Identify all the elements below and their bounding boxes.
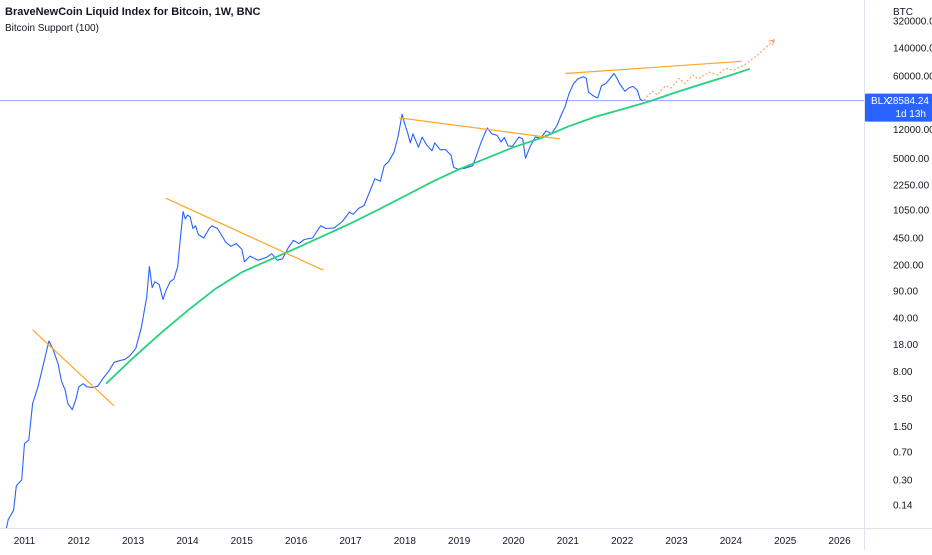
y-tick-label: 450.00 — [893, 233, 924, 244]
trendline-0[interactable] — [32, 329, 115, 407]
study-label[interactable]: Bitcoin Support (100) — [5, 23, 99, 34]
y-tick-label: 18.00 — [893, 340, 918, 351]
x-tick-label: 2014 — [176, 536, 199, 547]
x-tick-label: 2026 — [828, 536, 851, 547]
y-tick-label: 5000.00 — [893, 154, 930, 165]
y-tick-label: 0.70 — [893, 447, 913, 458]
series-line-0 — [5, 72, 644, 529]
x-tick-label: 2023 — [665, 536, 688, 547]
x-tick-label: 2013 — [122, 536, 145, 547]
x-tick-label: 2019 — [448, 536, 471, 547]
x-tick-label: 2016 — [285, 536, 308, 547]
x-tick-label: 2021 — [557, 536, 580, 547]
projection-arrowhead — [768, 39, 776, 46]
y-tick-label: 40.00 — [893, 314, 918, 325]
y-tick-label: 1050.00 — [893, 205, 930, 216]
x-tick-label: 2015 — [231, 536, 254, 547]
y-tick-label: 2250.00 — [893, 180, 930, 191]
x-tick-label: 2022 — [611, 536, 634, 547]
x-tick-label: 2011 — [14, 536, 36, 547]
y-tick-label: 3.50 — [893, 394, 913, 405]
badge-price: 28584.24 — [887, 96, 929, 107]
x-tick-label: 2025 — [774, 536, 797, 547]
y-tick-label: 60000.00 — [893, 72, 932, 83]
y-tick-label: 0.14 — [893, 501, 913, 512]
y-tick-label: 140000.00 — [893, 44, 932, 55]
y-tick-label: 320000.00 — [893, 16, 932, 27]
trendline-1[interactable] — [165, 197, 324, 271]
trendline-2[interactable] — [399, 117, 560, 140]
badge-symbol: BLX — [871, 96, 890, 107]
x-tick-label: 2012 — [68, 536, 91, 547]
trendline-3[interactable] — [565, 60, 742, 75]
series-line-2 — [643, 39, 775, 101]
y-tick-label: 90.00 — [893, 287, 918, 298]
x-tick-label: 2024 — [720, 536, 743, 547]
y-tick-label: 12000.00 — [893, 125, 932, 136]
badge-countdown: 1d 13h — [895, 109, 926, 120]
y-tick-label: 0.30 — [893, 475, 913, 486]
y-tick-label: 200.00 — [893, 260, 924, 271]
x-tick-label: 2018 — [394, 536, 417, 547]
y-tick-label: 1.50 — [893, 422, 913, 433]
y-tick-label: 8.00 — [893, 367, 913, 378]
series-line-1 — [105, 67, 751, 385]
y-axis-unit-label: BTC — [893, 7, 913, 18]
x-tick-label: 2017 — [339, 536, 362, 547]
chart-title: BraveNewCoin Liquid Index for Bitcoin, 1… — [5, 6, 261, 18]
x-tick-label: 2020 — [502, 536, 525, 547]
